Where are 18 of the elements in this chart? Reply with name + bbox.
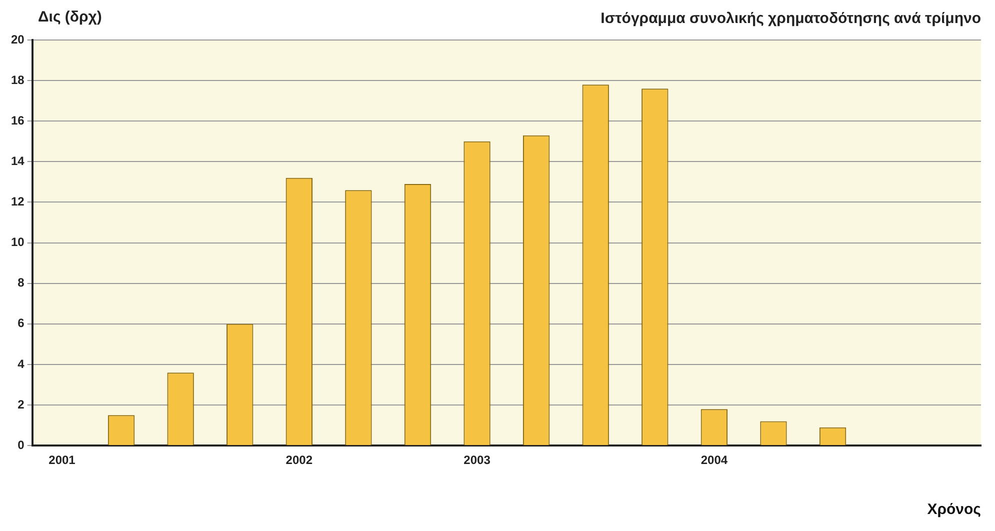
x-axis-title: Χρόνος bbox=[927, 501, 982, 518]
x-tick-label: 2002 bbox=[286, 453, 313, 468]
y-tick-label: 6 bbox=[18, 316, 25, 330]
y-tick-label: 2 bbox=[18, 397, 25, 412]
x-tick-label: 2003 bbox=[464, 453, 491, 468]
x-tick-label: 2001 bbox=[48, 453, 76, 468]
y-tick-label: 16 bbox=[10, 113, 25, 128]
y-tick-label: 20 bbox=[10, 32, 25, 46]
y-tick-label: 12 bbox=[10, 194, 25, 209]
y-axis-title: Δις (δρχ) bbox=[38, 8, 102, 26]
y-tick-label: 0 bbox=[18, 438, 25, 452]
y-tick-label: 18 bbox=[10, 72, 25, 87]
chart-title: Ιστόγραμμα συνολικής χρηματοδότησης ανά τρίμηνο bbox=[600, 10, 981, 28]
y-tick-label: 4 bbox=[18, 356, 25, 371]
y-tick-label: 10 bbox=[10, 235, 25, 250]
y-tick-label: 8 bbox=[18, 276, 25, 290]
y-tick-label: 14 bbox=[10, 154, 25, 168]
x-tick-label: 2004 bbox=[700, 453, 728, 468]
